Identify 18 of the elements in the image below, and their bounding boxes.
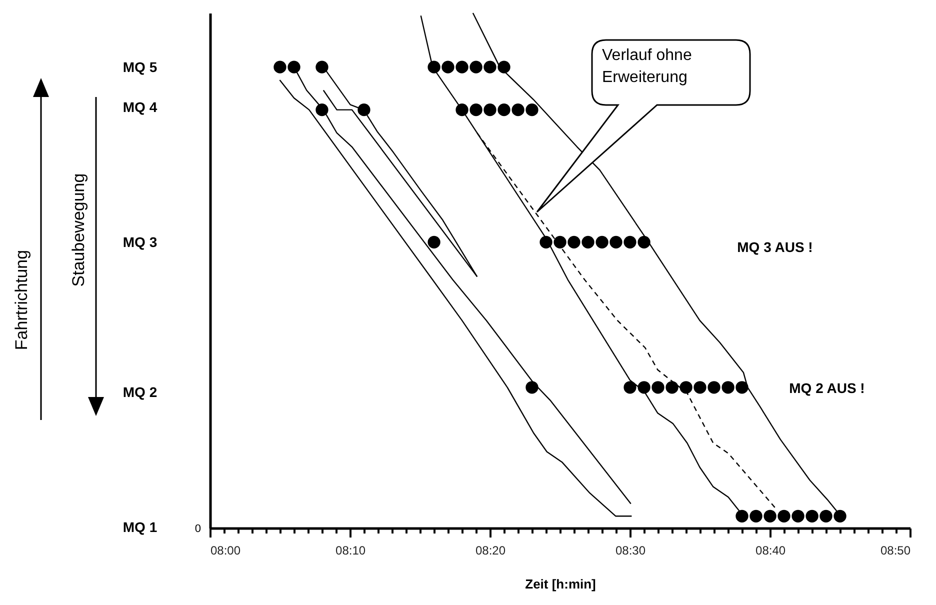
annotation: MQ 2 AUS ! [789,380,865,396]
text: Staubewegung [69,173,88,287]
annotation: Verlauf ohne Erweiterung [602,46,693,88]
x-tick-label: 08:30 [616,544,646,558]
text: MQ 5 [122,59,158,75]
text: MQ 1 [122,519,158,535]
text: MQ 4 [122,99,158,115]
x-tick-label: 08:10 [336,544,366,558]
text: MQ 2 [122,384,158,400]
x-tick-label: 08:20 [475,544,506,558]
x-axis-title: Zeit [h:min] [525,576,596,592]
text: Fahrtrichtung [12,250,31,350]
text: MQ 3 [122,234,158,250]
annotation: MQ 3 AUS ! [737,239,813,255]
x-tick-label: 08:00 [210,544,241,558]
x-tick-label: 08:50 [880,544,911,558]
x-tick-label: 08:40 [756,544,786,558]
text: 0 [194,523,201,535]
